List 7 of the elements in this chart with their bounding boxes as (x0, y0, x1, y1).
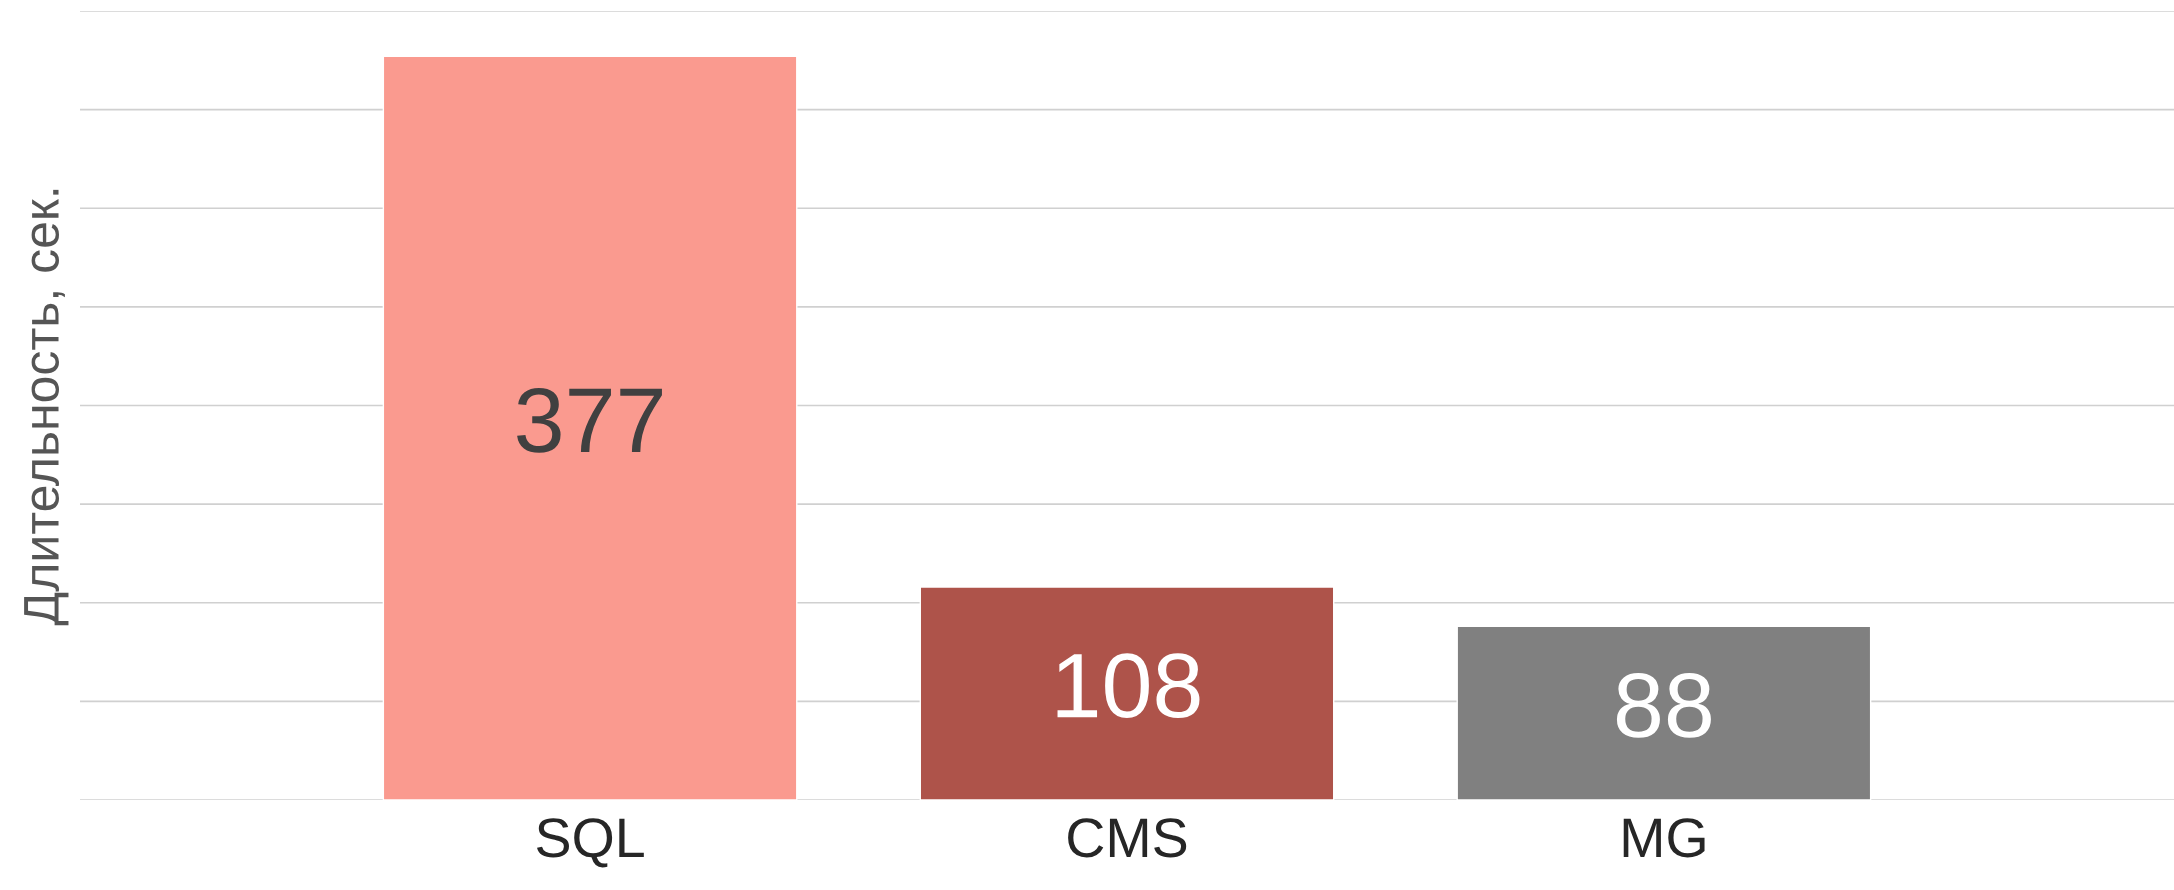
data-label: 108 (1057, 653, 1200, 719)
data-label: 88 (1616, 672, 1711, 738)
x-tick-label: CMS (1068, 818, 1187, 858)
x-tick-label: MG (1623, 818, 1705, 858)
x-tick-label: SQL (537, 818, 644, 868)
data-label: 377 (517, 387, 662, 453)
y-axis-title: Длительность, сек. (24, 189, 69, 626)
